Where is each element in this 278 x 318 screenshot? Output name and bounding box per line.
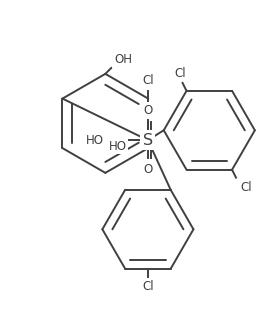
Text: HO: HO	[108, 140, 126, 153]
Text: O: O	[143, 104, 153, 117]
Text: Cl: Cl	[175, 66, 186, 80]
Text: S: S	[143, 133, 153, 148]
Text: O: O	[143, 163, 153, 176]
Text: Cl: Cl	[142, 74, 154, 87]
Text: Cl: Cl	[142, 280, 154, 293]
Text: Cl: Cl	[240, 181, 252, 194]
Text: OH: OH	[114, 53, 132, 66]
Text: HO: HO	[86, 134, 104, 147]
